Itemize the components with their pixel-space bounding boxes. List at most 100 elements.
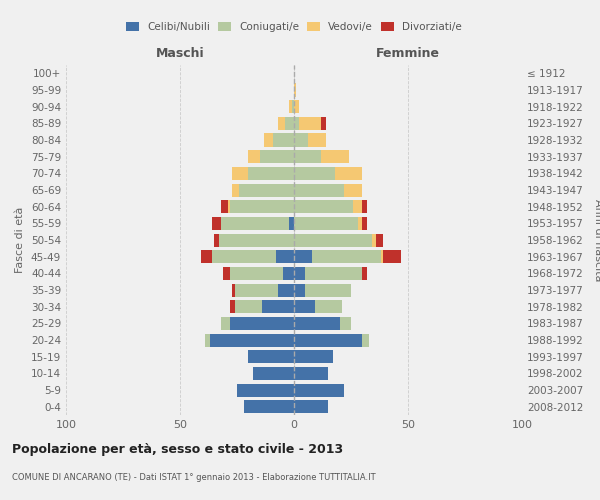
Bar <box>221 317 294 330</box>
Bar <box>294 367 328 380</box>
Bar <box>237 384 294 396</box>
Bar <box>235 300 294 313</box>
Bar <box>248 150 294 163</box>
Bar <box>292 100 294 113</box>
Bar <box>294 334 369 346</box>
Bar <box>294 117 299 130</box>
Bar <box>294 184 344 196</box>
Bar <box>221 200 294 213</box>
Bar <box>294 317 340 330</box>
Bar <box>289 217 294 230</box>
Bar <box>205 334 294 346</box>
Bar <box>221 217 294 230</box>
Bar <box>248 350 294 363</box>
Bar <box>294 250 401 263</box>
Bar <box>294 267 305 280</box>
Bar <box>289 100 294 113</box>
Bar <box>253 367 294 380</box>
Bar <box>219 234 294 246</box>
Bar <box>294 267 362 280</box>
Legend: Celibi/Nubili, Coniugati/e, Vedovi/e, Divorziati/e: Celibi/Nubili, Coniugati/e, Vedovi/e, Di… <box>122 18 466 36</box>
Bar <box>294 217 362 230</box>
Bar <box>244 400 294 413</box>
Bar <box>294 117 326 130</box>
Bar <box>278 117 294 130</box>
Bar <box>294 284 351 296</box>
Bar <box>235 284 294 296</box>
Bar <box>294 367 328 380</box>
Bar <box>237 384 294 396</box>
Bar <box>230 267 294 280</box>
Bar <box>221 317 294 330</box>
Bar <box>294 300 342 313</box>
Bar <box>230 317 294 330</box>
Bar <box>283 267 294 280</box>
Bar <box>248 150 294 163</box>
Y-axis label: Fasce di età: Fasce di età <box>16 207 25 273</box>
Bar <box>294 134 308 146</box>
Bar <box>294 167 335 180</box>
Bar <box>294 334 369 346</box>
Bar <box>294 350 333 363</box>
Bar <box>219 234 294 246</box>
Bar <box>278 117 294 130</box>
Bar <box>230 200 294 213</box>
Bar <box>294 250 383 263</box>
Bar <box>294 167 362 180</box>
Bar <box>294 334 369 346</box>
Bar <box>294 234 371 246</box>
Bar <box>285 117 294 130</box>
Bar <box>294 317 351 330</box>
Bar <box>294 300 314 313</box>
Bar <box>294 200 362 213</box>
Bar <box>232 184 294 196</box>
Bar <box>294 100 299 113</box>
Bar <box>248 350 294 363</box>
Bar <box>221 317 294 330</box>
Bar <box>294 84 296 96</box>
Bar <box>253 367 294 380</box>
Bar <box>276 250 294 263</box>
Bar <box>294 250 380 263</box>
Bar <box>244 400 294 413</box>
Bar <box>294 234 376 246</box>
Bar <box>278 284 294 296</box>
Bar <box>294 150 349 163</box>
Bar <box>262 300 294 313</box>
Bar <box>205 334 294 346</box>
Bar <box>294 200 353 213</box>
Bar <box>221 217 294 230</box>
Bar <box>294 400 328 413</box>
Bar <box>232 167 294 180</box>
Bar <box>244 400 294 413</box>
Bar <box>294 400 328 413</box>
Bar <box>260 150 294 163</box>
Bar <box>294 150 349 163</box>
Text: Popolazione per età, sesso e stato civile - 2013: Popolazione per età, sesso e stato civil… <box>12 442 343 456</box>
Bar <box>294 234 383 246</box>
Bar <box>294 317 351 330</box>
Text: COMUNE DI ANCARANO (TE) - Dati ISTAT 1° gennaio 2013 - Elaborazione TUTTITALIA.I: COMUNE DI ANCARANO (TE) - Dati ISTAT 1° … <box>12 472 376 482</box>
Bar <box>294 400 328 413</box>
Bar <box>237 384 294 396</box>
Bar <box>294 267 362 280</box>
Bar <box>235 284 294 296</box>
Bar <box>294 167 362 180</box>
Bar <box>294 267 367 280</box>
Bar <box>248 350 294 363</box>
Bar <box>294 384 344 396</box>
Bar <box>265 134 294 146</box>
Bar <box>230 267 294 280</box>
Bar <box>253 367 294 380</box>
Bar <box>294 350 333 363</box>
Bar <box>214 234 294 246</box>
Bar <box>294 384 344 396</box>
Bar <box>294 284 351 296</box>
Bar <box>294 134 326 146</box>
Text: Maschi: Maschi <box>155 47 205 60</box>
Bar <box>294 217 358 230</box>
Bar <box>294 184 362 196</box>
Bar <box>294 100 299 113</box>
Bar <box>223 267 294 280</box>
Bar <box>235 300 294 313</box>
